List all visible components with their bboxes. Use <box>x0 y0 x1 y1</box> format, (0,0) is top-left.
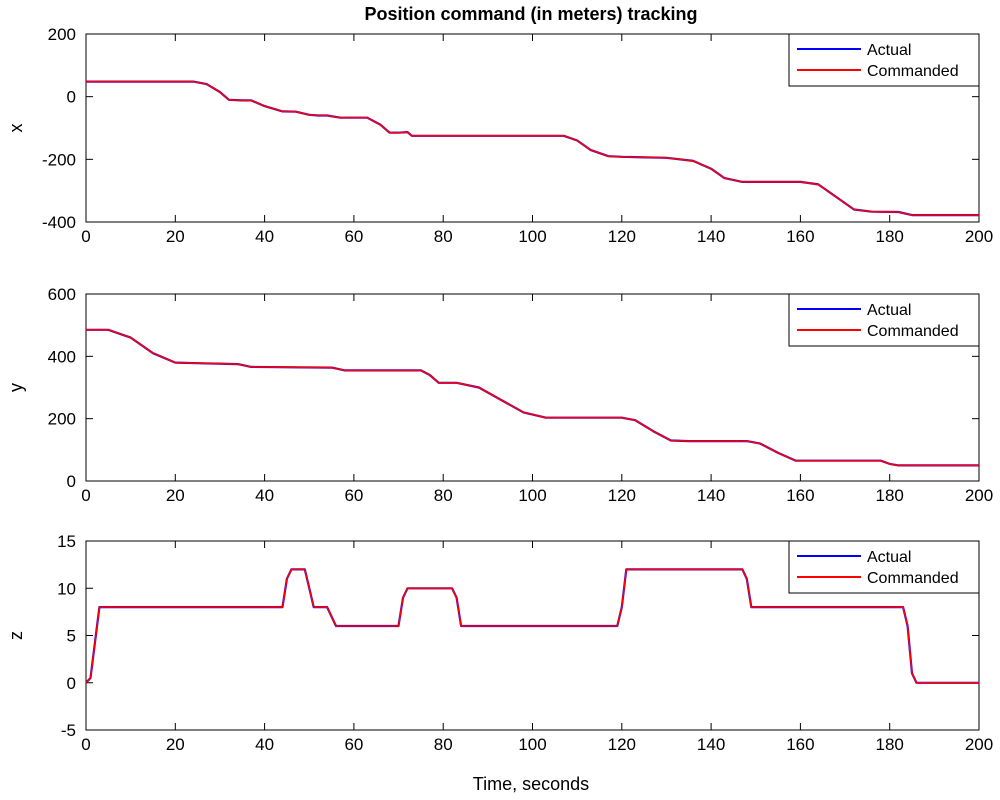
series-line-commanded <box>86 80 979 216</box>
x-tick-label: 20 <box>166 735 185 754</box>
x-tick-label: 100 <box>518 227 546 246</box>
y-tick-label: 400 <box>48 347 76 366</box>
subplot-y: 0 20 40 60 80 100 120 140 160 180 200 0 200 400 600 y Ac… <box>6 285 993 505</box>
x-tick-label: 180 <box>876 735 904 754</box>
x-tick-label: 80 <box>434 227 453 246</box>
x-tick-label: 40 <box>255 735 274 754</box>
x-tick-label: 60 <box>344 735 363 754</box>
legend-label-actual: Actual <box>867 42 911 59</box>
y-tick-label: 15 <box>57 532 76 551</box>
x-tick-label: 20 <box>166 227 185 246</box>
x-tick-label: 120 <box>608 227 636 246</box>
x-tick-label: 160 <box>786 735 814 754</box>
x-tick-label: 60 <box>344 227 363 246</box>
y-tick-label: 10 <box>57 579 76 598</box>
legend: Actual Commanded <box>788 33 980 87</box>
x-tick-label: 140 <box>697 227 725 246</box>
subplot-z: 0 20 40 60 80 100 120 140 160 180 200 -5 0 5 10 15 z Actu… <box>6 532 993 754</box>
y-tick-label: 0 <box>67 472 76 491</box>
x-tick-label: 200 <box>965 486 993 505</box>
legend-label-actual: Actual <box>867 549 911 566</box>
x-tick-label: 140 <box>697 486 725 505</box>
x-tick-label: 200 <box>965 735 993 754</box>
x-tick-label: 80 <box>434 486 453 505</box>
x-tick-label: 0 <box>81 735 90 754</box>
series-line-commanded <box>85 568 979 684</box>
subplot-x: 0 20 40 60 80 100 120 140 160 180 200 -400 -200 0 200 x… <box>6 25 993 246</box>
x-tick-label: 120 <box>608 735 636 754</box>
y-tick-label: 5 <box>67 627 76 646</box>
series-line-commanded <box>86 328 979 467</box>
legend-label-commanded: Commanded <box>867 570 959 587</box>
legend-label-commanded: Commanded <box>867 323 959 340</box>
x-axis-label: Time, seconds <box>473 774 589 794</box>
legend-box <box>788 33 980 87</box>
legend: Actual Commanded <box>788 540 980 594</box>
x-tick-label: 100 <box>518 735 546 754</box>
legend: Actual Commanded <box>788 293 980 347</box>
y-axis-label: x <box>6 124 26 133</box>
x-tick-label: 100 <box>518 486 546 505</box>
x-tick-label: 140 <box>697 735 725 754</box>
figure-title: Position command (in meters) tracking <box>364 4 697 24</box>
x-tick-label: 0 <box>81 486 90 505</box>
x-tick-label: 40 <box>255 486 274 505</box>
x-tick-label: 40 <box>255 227 274 246</box>
x-tick-label: 0 <box>81 227 90 246</box>
x-tick-label: 160 <box>786 486 814 505</box>
y-tick-label: -5 <box>61 721 76 740</box>
y-tick-label: 200 <box>48 25 76 44</box>
x-tick-label: 200 <box>965 227 993 246</box>
x-tick-label: 120 <box>608 486 636 505</box>
y-axis-label: y <box>6 383 26 392</box>
legend-box <box>788 540 980 594</box>
y-tick-label: 0 <box>67 88 76 107</box>
x-tick-label: 180 <box>876 227 904 246</box>
legend-label-actual: Actual <box>867 302 911 319</box>
legend-box <box>788 293 980 347</box>
y-tick-label: -400 <box>42 213 76 232</box>
y-tick-label: -200 <box>42 150 76 169</box>
x-tick-label: 180 <box>876 486 904 505</box>
y-axis-label: z <box>6 631 26 640</box>
x-tick-label: 20 <box>166 486 185 505</box>
y-tick-label: 600 <box>48 285 76 304</box>
y-tick-label: 200 <box>48 410 76 429</box>
x-tick-label: 60 <box>344 486 363 505</box>
subplots: 0 20 40 60 80 100 120 140 160 180 200-400-2000200x… <box>6 25 993 754</box>
y-tick-label: 0 <box>67 674 76 693</box>
x-tick-label: 80 <box>434 735 453 754</box>
x-tick-label: 160 <box>786 227 814 246</box>
legend-label-commanded: Commanded <box>867 63 959 80</box>
